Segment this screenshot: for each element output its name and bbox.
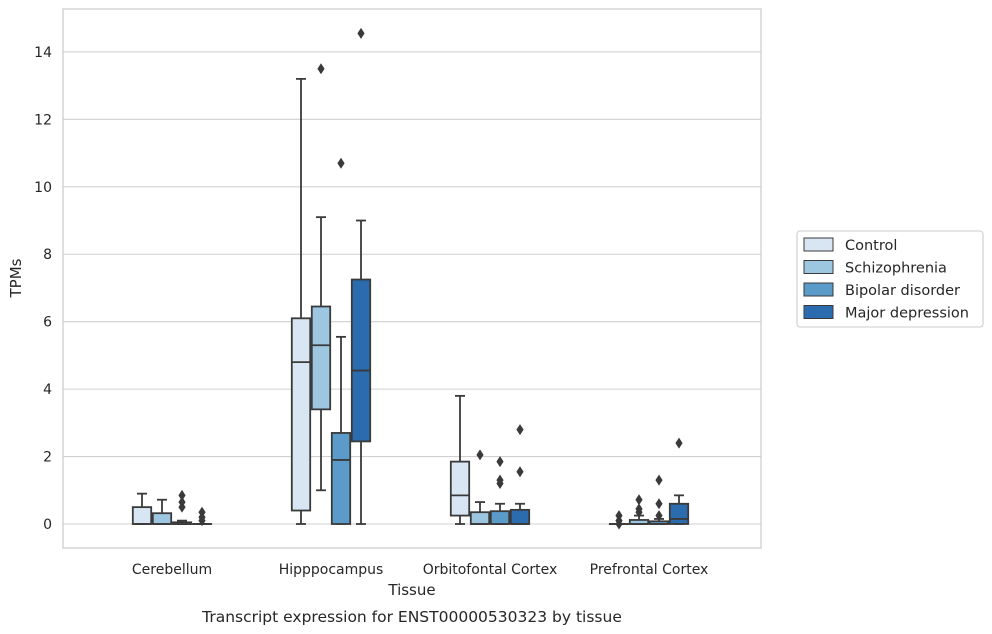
box-schizophrenia (310, 63, 332, 492)
outlier-point (615, 518, 623, 530)
y-tick-label: 4 (43, 382, 52, 398)
y-tick-label: 14 (34, 45, 52, 61)
y-tick-label: 10 (34, 180, 52, 196)
legend-label: Schizophrenia (845, 261, 947, 277)
outlier-point (178, 489, 186, 501)
box-bipolar-disorder (489, 456, 511, 525)
outlier-point (655, 498, 663, 510)
box-iqr (449, 460, 471, 517)
outlier-point (615, 510, 623, 522)
x-tick-label: Cerebellum (132, 562, 212, 578)
x-tick-label: Orbitofontal Cortex (423, 562, 558, 578)
box-bipolar-disorder (171, 489, 193, 525)
box-iqr (509, 508, 531, 525)
outlier-point (675, 437, 683, 449)
box-iqr (350, 278, 372, 443)
boxes (131, 27, 690, 530)
box-major-depression (509, 424, 531, 525)
box-major-depression (191, 506, 213, 527)
outlier-point (496, 474, 504, 486)
legend-label: Major depression (845, 306, 969, 322)
box-iqr (469, 511, 491, 525)
x-axis-label: Tissue (387, 581, 435, 599)
box-bipolar-disorder (648, 474, 670, 525)
x-tick-label: Prefrontal Cortex (590, 562, 709, 578)
box-iqr (151, 512, 173, 525)
outlier-point (496, 456, 504, 468)
outlier-point (516, 466, 524, 478)
box-schizophrenia (628, 494, 650, 525)
box-iqr (290, 317, 312, 512)
box-schizophrenia (151, 498, 173, 525)
legend-label: Bipolar disorder (845, 283, 960, 299)
box-control (131, 492, 153, 525)
outlier-point (476, 449, 484, 461)
legend: Control Schizophrenia Bipolar disorder Majo… (796, 230, 984, 328)
box-major-depression (350, 27, 372, 525)
outlier-point (635, 494, 643, 506)
outlier-point (516, 424, 524, 436)
legend-swatch (803, 237, 834, 252)
legend-swatch (803, 305, 834, 319)
y-tick-labels: 0 2 4 6 8 10 12 14 (34, 45, 52, 533)
box-iqr (668, 502, 690, 525)
x-tick-labels: Cerebellum Hipppocampus Orbitofontal Corte… (132, 562, 708, 578)
x-tick-label: Hipppocampus (279, 562, 384, 578)
legend-swatch (803, 260, 834, 274)
box-bipolar-disorder (330, 157, 352, 525)
box-schizophrenia (469, 449, 491, 525)
outlier-point (655, 510, 663, 522)
gridlines (63, 51, 761, 525)
legend-label: Control (845, 238, 897, 254)
plot-frame (62, 8, 762, 549)
y-tick-label: 12 (34, 112, 52, 128)
y-tick-label: 0 (43, 517, 52, 533)
legend-swatch (803, 282, 834, 297)
box-major-depression (668, 437, 690, 525)
box-control (608, 510, 630, 530)
y-axis-label: TPMs (7, 258, 25, 298)
box-iqr (310, 305, 332, 411)
box-control (449, 394, 471, 525)
outlier-point (178, 496, 186, 508)
outlier-point (655, 474, 663, 486)
box-control (290, 77, 312, 525)
outlier-point (317, 63, 325, 75)
y-tick-label: 6 (43, 315, 52, 331)
chart-caption: Transcript expression for ENST0000053032… (201, 608, 622, 626)
box-iqr (489, 510, 511, 525)
y-tick-label: 8 (43, 247, 52, 263)
y-tick-label: 2 (43, 450, 52, 466)
outlier-point (198, 506, 206, 518)
outlier-point (635, 503, 643, 515)
outlier-point (337, 157, 345, 169)
legend-frame (796, 230, 984, 328)
box-iqr (330, 432, 352, 525)
outlier-point (357, 27, 365, 39)
box-iqr (131, 506, 153, 525)
